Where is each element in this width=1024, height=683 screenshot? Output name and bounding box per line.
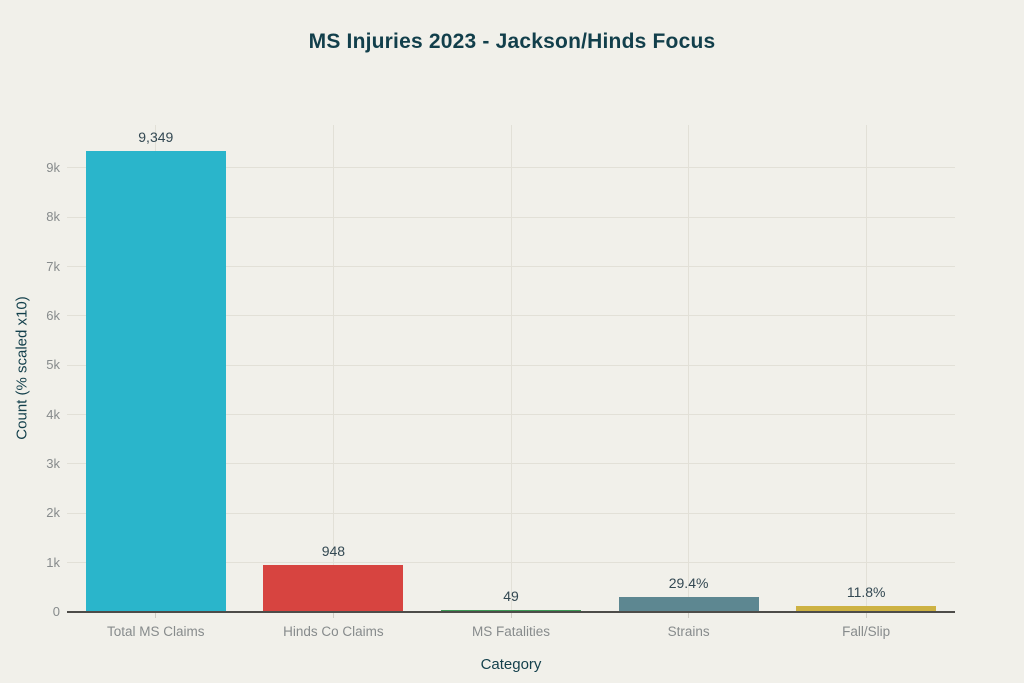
- bar-value-label: 29.4%: [668, 575, 709, 592]
- y-tick-label: 3k: [46, 455, 60, 471]
- gridline-vertical: [688, 125, 690, 612]
- x-axis-tick-mark: [510, 613, 512, 618]
- bar-total-ms-claims: [85, 150, 226, 612]
- bar-value-label: 948: [321, 543, 346, 560]
- bar-strains: [618, 597, 759, 612]
- x-axis-title: Category: [480, 656, 542, 673]
- y-tick-label: 2k: [46, 505, 60, 521]
- y-tick-label: 1k: [46, 554, 60, 570]
- y-tick-label: 6k: [46, 307, 60, 323]
- x-axis-tick-mark: [865, 613, 867, 618]
- bar-hinds-co-claims: [263, 565, 404, 612]
- bar-fall-slip: [796, 606, 937, 612]
- x-axis-tick-mark: [332, 613, 334, 618]
- gridline-vertical: [332, 125, 334, 612]
- bar-ms-fatalities: [441, 609, 581, 612]
- x-tick-label: Fall/Slip: [842, 624, 891, 639]
- x-axis-tick-mark: [688, 613, 690, 618]
- y-tick-label: 5k: [46, 357, 60, 373]
- y-tick-label: 8k: [46, 209, 60, 225]
- y-tick-label: 0: [52, 604, 60, 619]
- bar-value-label: 9,349: [138, 128, 174, 145]
- chart-title: MS Injuries 2023 - Jackson/Hinds Focus: [308, 30, 716, 53]
- x-tick-label: Total MS Claims: [107, 624, 205, 639]
- x-axis-line: [67, 611, 955, 613]
- x-tick-label: MS Fatalities: [471, 624, 551, 639]
- y-tick-label: 7k: [46, 258, 60, 274]
- bar-value-label: 49: [503, 587, 519, 604]
- x-axis-tick-mark: [155, 613, 157, 618]
- gridline-vertical: [865, 125, 867, 612]
- y-tick-label: 9k: [46, 159, 60, 175]
- x-tick-label: Hinds Co Claims: [283, 624, 384, 639]
- gridline-vertical: [510, 125, 512, 612]
- y-tick-label: 4k: [46, 406, 60, 422]
- bar-value-label: 11.8%: [846, 584, 886, 601]
- x-tick-label: Strains: [667, 624, 710, 639]
